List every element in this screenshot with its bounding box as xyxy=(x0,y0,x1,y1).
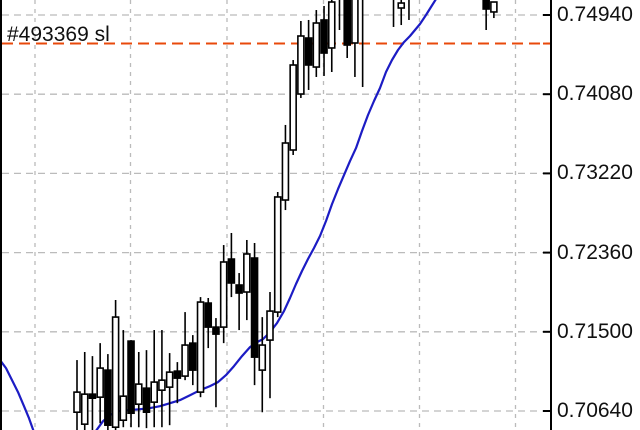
bull-candle xyxy=(219,261,228,328)
candles-layer xyxy=(73,0,498,430)
bull-candle xyxy=(297,35,305,95)
price-axis-label: 0.73220 xyxy=(557,161,633,184)
bear-candle xyxy=(235,284,243,294)
price-axis-label: 0.70640 xyxy=(557,399,633,422)
ma-line xyxy=(2,0,437,430)
bull-candle xyxy=(490,1,498,13)
bear-candle xyxy=(343,0,352,46)
bear-candle xyxy=(127,340,135,415)
price-axis-label: 0.72360 xyxy=(557,241,633,264)
bear-candle xyxy=(227,258,236,284)
bear-candle xyxy=(304,37,313,66)
grid-layer xyxy=(2,0,550,430)
order-sl-label[interactable]: #493369 sl xyxy=(7,23,110,46)
price-axis-label: 0.71500 xyxy=(557,320,633,343)
bull-candle xyxy=(73,391,81,413)
bull-candle xyxy=(327,1,336,49)
bear-candle xyxy=(204,302,213,328)
bull-candle xyxy=(150,381,158,403)
bear-candle xyxy=(212,326,220,335)
chart-frame xyxy=(0,0,552,430)
price-axis-line xyxy=(550,0,552,430)
bull-candle xyxy=(96,367,104,398)
price-axis-label: 0.74940 xyxy=(557,3,633,26)
bull-candle xyxy=(397,2,406,9)
bear-candle xyxy=(104,369,112,426)
price-axis-label: 0.74080 xyxy=(557,82,633,105)
bull-candle xyxy=(181,344,189,377)
bull-candle xyxy=(196,301,205,393)
bull-candle xyxy=(266,310,274,341)
axis-ticks xyxy=(543,14,550,412)
bull-candle xyxy=(165,371,174,388)
bull-candle xyxy=(351,0,359,44)
bull-candle xyxy=(312,22,321,68)
bear-candle xyxy=(173,370,182,379)
bear-candle xyxy=(189,342,197,371)
bull-candle xyxy=(111,316,120,429)
bull-candle xyxy=(281,142,290,201)
bull-candle xyxy=(289,64,297,151)
bull-candle xyxy=(243,253,251,293)
bull-candle xyxy=(158,379,166,391)
bull-candle xyxy=(134,383,143,405)
bull-candle xyxy=(258,344,267,371)
bear-candle xyxy=(320,19,328,54)
bear-candle xyxy=(88,393,97,399)
bull-candle xyxy=(119,395,128,422)
bull-candle xyxy=(80,393,89,425)
bull-candle xyxy=(273,196,282,313)
bear-candle xyxy=(482,0,490,10)
bear-candle xyxy=(250,257,259,358)
bear-candle xyxy=(142,387,151,413)
